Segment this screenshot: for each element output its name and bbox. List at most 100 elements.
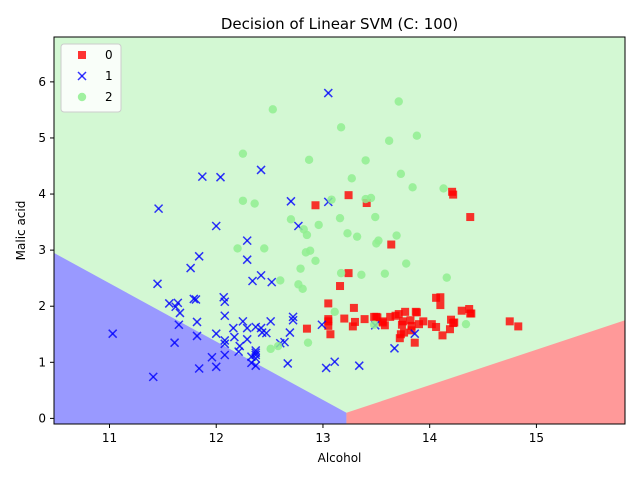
- data-point-class-0: [407, 321, 416, 330]
- data-point-class-0: [449, 319, 458, 328]
- legend-marker-0: [78, 51, 86, 59]
- chart-title: Decision of Linear SVM (C: 100): [221, 15, 458, 33]
- data-point-class-1: [256, 270, 266, 280]
- data-point-class-0: [386, 312, 395, 321]
- data-point-class-2: [394, 97, 403, 106]
- data-point-class-1: [323, 88, 333, 98]
- data-point-class-1: [251, 322, 261, 332]
- data-point-class-1: [219, 292, 229, 302]
- y-tick-label: 5: [38, 131, 46, 145]
- data-point-class-1: [251, 345, 261, 356]
- x-axis-ticks: 11 12 13 14 15: [102, 424, 544, 445]
- data-point-class-2: [392, 231, 401, 240]
- data-point-class-0: [326, 330, 335, 339]
- data-point-class-1: [189, 294, 199, 304]
- data-point-class-1: [211, 329, 221, 339]
- y-tick-label: 0: [38, 411, 46, 425]
- data-point-class-2: [380, 269, 390, 278]
- data-points: [108, 88, 523, 382]
- data-point-class-1: [154, 204, 164, 214]
- x-tick-label: 15: [529, 431, 544, 445]
- data-point-class-1: [207, 352, 217, 362]
- data-point-class-1: [285, 328, 295, 338]
- data-point-class-0: [415, 320, 424, 329]
- data-point-class-2: [371, 212, 380, 222]
- data-point-class-0: [360, 315, 369, 324]
- data-point-class-1: [186, 263, 196, 273]
- data-point-class-1: [242, 236, 252, 246]
- data-point-class-2: [357, 270, 366, 280]
- data-point-class-1: [170, 338, 180, 348]
- data-point-class-2: [266, 344, 275, 354]
- data-point-class-0: [466, 213, 475, 222]
- data-point-class-0: [457, 306, 466, 315]
- data-point-class-0: [302, 324, 311, 333]
- data-point-class-2: [276, 276, 285, 285]
- data-point-class-1: [238, 316, 248, 326]
- y-axis-label: Malic acid: [14, 201, 28, 261]
- data-point-class-2: [352, 232, 362, 241]
- data-point-class-0: [350, 317, 359, 326]
- data-point-class-1: [389, 343, 399, 353]
- data-point-class-0: [391, 311, 400, 320]
- data-point-class-0: [436, 301, 445, 310]
- data-point-class-1: [242, 255, 252, 265]
- data-point-class-2: [461, 319, 471, 329]
- data-point-class-0: [466, 309, 475, 318]
- data-point-class-1: [164, 298, 174, 308]
- data-point-class-0: [505, 317, 514, 326]
- data-point-class-1: [267, 277, 277, 287]
- data-point-class-1: [152, 279, 163, 289]
- data-point-class-1: [220, 350, 230, 360]
- x-tick-label: 13: [315, 431, 330, 445]
- y-tick-label: 3: [38, 243, 46, 257]
- data-point-class-2: [336, 268, 346, 278]
- data-point-class-1: [194, 363, 204, 374]
- data-point-class-0: [378, 317, 387, 326]
- plot-frame: [53, 36, 626, 425]
- data-point-class-2: [301, 248, 311, 257]
- data-point-class-2: [294, 280, 303, 289]
- x-tick-label: 12: [209, 431, 224, 445]
- data-point-class-0: [400, 328, 409, 337]
- data-point-class-2: [273, 341, 283, 351]
- data-point-class-2: [384, 136, 394, 145]
- data-point-class-0: [395, 334, 404, 343]
- data-point-class-1: [286, 196, 296, 206]
- data-point-class-1: [247, 276, 258, 286]
- data-point-class-1: [242, 323, 252, 333]
- data-point-class-1: [211, 221, 221, 231]
- data-point-class-2: [299, 225, 308, 234]
- data-point-class-2: [238, 196, 248, 205]
- data-point-class-1: [108, 329, 118, 339]
- decision-regions: [54, 37, 625, 424]
- data-point-class-1: [174, 320, 184, 330]
- data-point-class-1: [321, 363, 331, 373]
- data-point-class-0: [370, 312, 379, 321]
- data-point-class-1: [215, 172, 226, 182]
- data-point-class-1: [410, 329, 420, 339]
- data-point-class-2: [361, 156, 370, 165]
- data-point-class-1: [148, 372, 158, 382]
- data-point-class-1: [220, 339, 230, 349]
- data-point-class-0: [349, 303, 358, 312]
- data-point-class-2: [396, 169, 406, 179]
- data-point-class-2: [442, 273, 451, 282]
- y-tick-label: 6: [38, 75, 46, 89]
- legend-marker-1: [77, 71, 87, 81]
- data-point-class-1: [197, 172, 207, 182]
- data-point-class-1: [171, 302, 181, 312]
- data-point-class-2: [311, 256, 320, 265]
- data-point-class-0: [324, 299, 333, 308]
- legend-label: 2: [105, 90, 113, 104]
- data-point-class-2: [327, 195, 336, 204]
- data-point-class-1: [175, 308, 185, 318]
- data-point-class-0: [410, 338, 419, 347]
- data-point-class-1: [354, 361, 364, 371]
- data-point-class-2: [260, 244, 269, 253]
- data-point-class-2: [347, 174, 356, 183]
- data-point-class-1: [194, 251, 204, 261]
- data-point-class-1: [242, 334, 252, 344]
- legend-item-2: 2: [77, 90, 113, 104]
